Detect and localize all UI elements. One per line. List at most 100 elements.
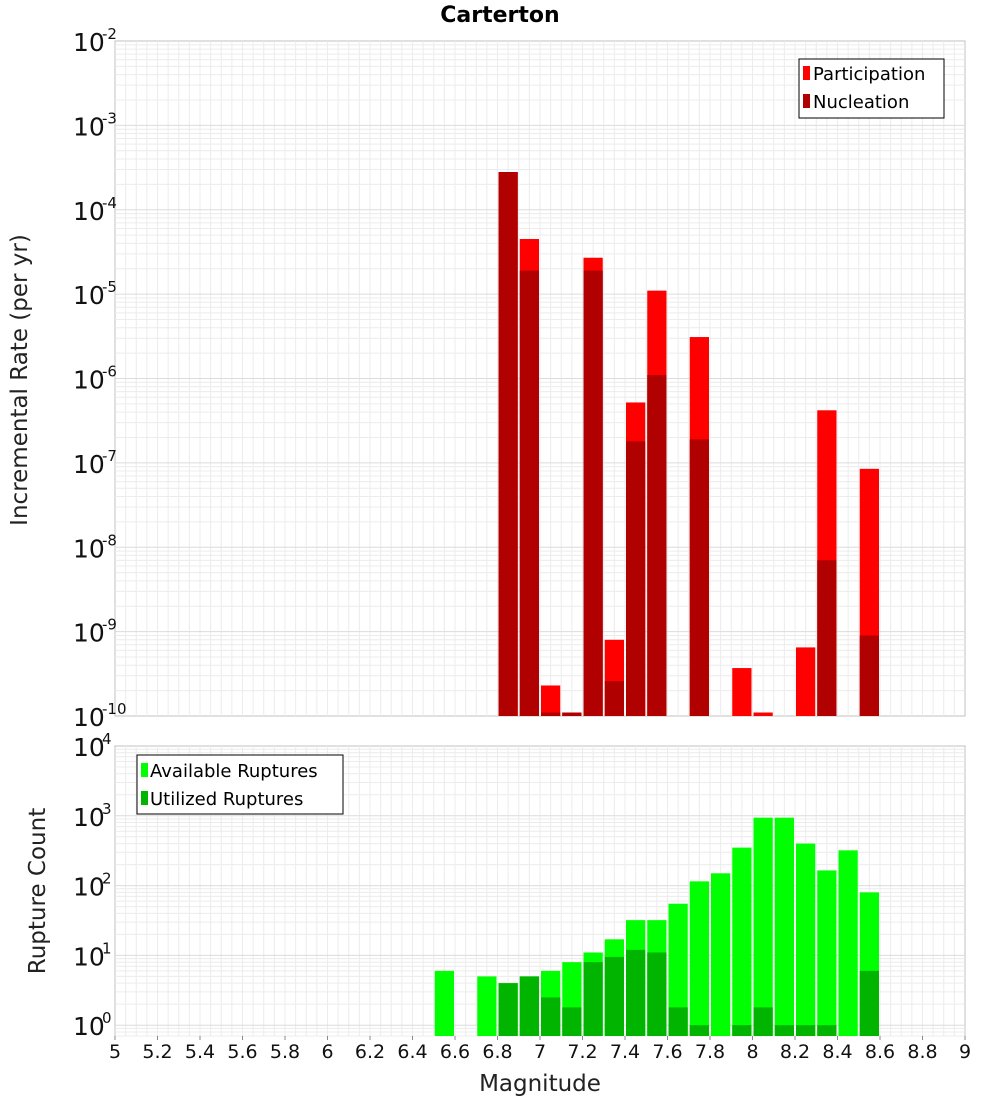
x-tick-label: 6.6 xyxy=(440,1041,470,1063)
available-ruptures-bar xyxy=(838,850,858,1036)
rate-y-tick-label: 10 xyxy=(73,28,105,57)
utilized-legend-swatch xyxy=(141,791,148,805)
utilized-ruptures-bar xyxy=(498,983,518,1036)
nucleation-legend-swatch xyxy=(803,94,810,108)
available-ruptures-bar xyxy=(774,817,794,1036)
nucleation-bar xyxy=(626,441,646,716)
rate-y-tick-exponent: -4 xyxy=(102,194,117,212)
count-y-tick-label: 10 xyxy=(73,733,105,762)
count-y-tick-exponent: 0 xyxy=(102,1009,112,1027)
available-ruptures-bar xyxy=(732,847,752,1036)
rate-y-tick-exponent: -2 xyxy=(102,25,117,43)
nucleation-legend-label: Nucleation xyxy=(813,92,909,113)
rate-y-tick-label: 10 xyxy=(73,366,105,395)
count-y-tick-exponent: 4 xyxy=(102,730,112,748)
nucleation-bar xyxy=(647,375,667,716)
x-tick-label: 7 xyxy=(534,1041,546,1063)
count-bars xyxy=(434,817,879,1036)
nucleation-bar xyxy=(689,439,709,716)
rate-y-tick-label: 10 xyxy=(73,112,105,141)
rate-legend: Participation Nucleation xyxy=(798,58,945,119)
utilized-ruptures-bar xyxy=(541,997,561,1036)
available-ruptures-bar xyxy=(434,970,454,1036)
x-tick-label: 9 xyxy=(959,1041,971,1063)
x-tick-label: 5.6 xyxy=(227,1041,257,1063)
participation-bar xyxy=(541,685,561,716)
participation-legend-swatch xyxy=(803,66,810,80)
utilized-ruptures-bar xyxy=(774,1025,794,1036)
rate-y-tick-exponent: -8 xyxy=(102,531,117,549)
x-tick-label: 5.8 xyxy=(270,1041,300,1063)
x-tick-label: 7.6 xyxy=(652,1041,682,1063)
rate-legend-box xyxy=(798,58,945,119)
rate-grid xyxy=(115,41,965,716)
rate-y-tick-exponent: -7 xyxy=(102,447,117,465)
available-ruptures-bar xyxy=(753,817,773,1036)
rate-y-tick-label: 10 xyxy=(73,450,105,479)
nucleation-bar xyxy=(541,712,561,716)
x-tick-label: 8.4 xyxy=(822,1041,852,1063)
rate-bars xyxy=(498,172,879,716)
utilized-ruptures-bar xyxy=(604,956,624,1036)
count-y-tick-label: 10 xyxy=(73,1012,105,1041)
x-tick-label: 5.4 xyxy=(185,1041,215,1063)
x-tick-label: 8.6 xyxy=(865,1041,895,1063)
count-y-tick-label: 10 xyxy=(73,803,105,832)
available-ruptures-bar xyxy=(796,843,816,1036)
x-tick-label: 6.4 xyxy=(397,1041,427,1063)
x-tick-label: 7.4 xyxy=(610,1041,640,1063)
nucleation-bar xyxy=(519,270,539,716)
x-tick-label: 5.2 xyxy=(142,1041,172,1063)
x-tick-label: 8 xyxy=(746,1041,758,1063)
nucleation-bar xyxy=(817,560,837,716)
rate-y-tick-exponent: -5 xyxy=(102,278,117,296)
utilized-ruptures-bar xyxy=(562,1007,582,1036)
utilized-ruptures-bar xyxy=(753,1007,773,1036)
available-ruptures-bar xyxy=(711,873,731,1036)
nucleation-bar xyxy=(859,635,879,716)
nucleation-bar xyxy=(562,712,582,716)
available-legend-label: Available Ruptures xyxy=(150,761,318,782)
count-y-tick-label: 10 xyxy=(73,942,105,971)
utilized-legend-label: Utilized Ruptures xyxy=(150,789,303,810)
rate-y-tick-label: 10 xyxy=(73,619,105,648)
nucleation-bar xyxy=(498,172,518,716)
count-legend: Available Ruptures Utilized Ruptures xyxy=(136,754,344,815)
x-tick-label: 6.2 xyxy=(355,1041,385,1063)
nucleation-bar xyxy=(604,680,624,716)
rate-y-tick-label: 10 xyxy=(73,281,105,310)
x-tick-label: 7.8 xyxy=(695,1041,725,1063)
participation-bar xyxy=(732,668,752,716)
rate-y-ticks: 10-210-310-410-510-610-710-810-910-10 xyxy=(73,25,127,732)
x-tick-label: 5 xyxy=(109,1041,121,1063)
x-axis-label: Magnitude xyxy=(479,1071,601,1097)
x-tick-label: 8.8 xyxy=(907,1041,937,1063)
available-ruptures-bar xyxy=(477,976,497,1036)
available-ruptures-bar xyxy=(668,903,688,1036)
count-y-tick-exponent: 2 xyxy=(102,870,112,888)
rate-y-tick-label: 10 xyxy=(73,197,105,226)
rate-y-tick-label: 10 xyxy=(73,703,105,732)
x-tick-label: 6 xyxy=(321,1041,333,1063)
available-legend-swatch xyxy=(141,763,148,777)
available-ruptures-bar xyxy=(689,881,709,1036)
rate-y-axis-label: Incremental Rate (per yr) xyxy=(7,234,33,526)
count-legend-box xyxy=(136,754,344,815)
x-tick-label: 6.8 xyxy=(482,1041,512,1063)
count-y-tick-label: 10 xyxy=(73,873,105,902)
x-tick-label: 8.2 xyxy=(780,1041,810,1063)
participation-legend-label: Participation xyxy=(813,64,925,85)
magnitude-x-ticks: 5 5.2 5.4 5.6 5.8 6 6.2 6.4 6.6 6.8 7 7.2 7.4 7.6 7.8 8… xyxy=(109,1036,971,1063)
utilized-ruptures-bar xyxy=(583,962,603,1036)
utilized-ruptures-bar xyxy=(817,1025,837,1036)
chart-title: Carterton xyxy=(440,3,559,28)
participation-bar xyxy=(753,712,773,716)
count-y-axis-label: Rupture Count xyxy=(25,808,51,974)
utilized-ruptures-bar xyxy=(859,970,879,1036)
utilized-ruptures-bar xyxy=(732,1025,752,1036)
rate-y-tick-exponent: -9 xyxy=(102,616,117,634)
x-tick-label: 7.2 xyxy=(567,1041,597,1063)
